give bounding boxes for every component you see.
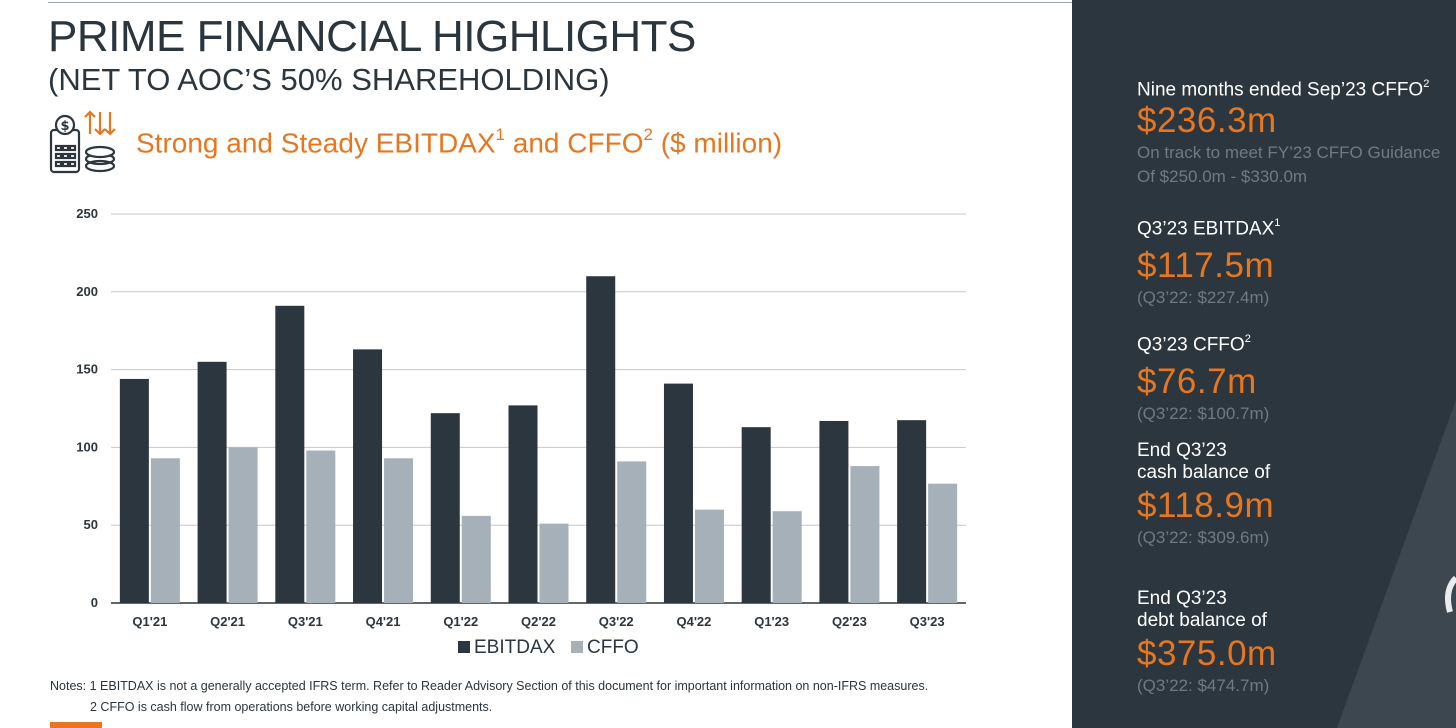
x-tick-label: Q1'21 — [132, 614, 167, 629]
bar-ebitdax — [741, 427, 771, 603]
chart-headline: Strong and Steady EBITDAX1 and CFFO2 ($ … — [136, 125, 783, 159]
y-tick-label: 200 — [76, 284, 98, 299]
bar-cffo — [694, 509, 724, 603]
y-tick-label: 0 — [91, 595, 98, 610]
bar-cffo — [384, 458, 414, 603]
bar-cffo — [306, 450, 336, 603]
stat-note: (Q3’22: $309.6m) — [1137, 528, 1270, 547]
calculator-coins-icon: $ — [49, 110, 116, 174]
stat-note: (Q3’22: $474.7m) — [1137, 676, 1270, 695]
x-tick-label: Q1'23 — [754, 614, 789, 629]
x-tick-label: Q3'22 — [599, 614, 634, 629]
bar-ebitdax — [586, 276, 616, 603]
bar-ebitdax — [353, 349, 383, 603]
y-tick-label: 100 — [76, 439, 98, 454]
x-tick-label: Q2'22 — [521, 614, 556, 629]
bar-cffo — [228, 447, 258, 603]
stat-nine-month-cffo: Nine months ended Sep’23 CFFO2 $236.3m O… — [1137, 74, 1440, 189]
legend-swatch-ebitdax — [458, 641, 470, 653]
bar-ebitdax — [430, 413, 460, 603]
bar-ebitdax — [119, 378, 149, 603]
y-tick-label: 250 — [76, 206, 98, 221]
x-tick-label: Q2'23 — [832, 614, 867, 629]
legend-swatch-cffo — [571, 641, 583, 653]
bar-ebitdax — [663, 383, 693, 603]
bar-ebitdax — [508, 405, 538, 603]
stat-note: On track to meet FY’23 CFFO Guidance — [1137, 143, 1441, 163]
decorative-slash — [1337, 400, 1456, 728]
footnotes: Notes: 1 EBITDAX is not a generally acce… — [50, 676, 928, 718]
stat-note: (Q3’22: $100.7m) — [1137, 404, 1270, 424]
stat-value: $117.5m — [1137, 246, 1275, 286]
y-tick-label: 50 — [84, 517, 98, 532]
x-tick-label: Q1'22 — [443, 614, 478, 629]
bar-cffo — [850, 466, 880, 603]
page-subtitle: (NET TO AOC’S 50% SHAREHOLDING) — [48, 62, 610, 97]
top-rule — [48, 2, 1072, 3]
stat-value: $76.7m — [1137, 362, 1257, 402]
legend-label-ebitdax: EBITDAX — [474, 637, 556, 658]
stat-value: $236.3m — [1137, 101, 1277, 141]
stat-debt-balance: End Q3’23 debt balance of $375.0m (Q3’22… — [1137, 588, 1277, 698]
bar-chart: 0 50 100 150 200 250 Q1'21 Q2'21 Q3'21 Q4'21 Q1'22… — [76, 206, 966, 658]
bar-ebitdax — [897, 420, 927, 603]
summary-panel: Nine months ended Sep’23 CFFO2 $236.3m O… — [1072, 0, 1456, 728]
x-tick-label: Q4'21 — [366, 614, 401, 629]
stat-q3-ebitdax: Q3’23 EBITDAX1 $117.5m (Q3’22: $227.4m) — [1137, 213, 1280, 310]
stat-note-2: Of $250.0m - $330.0m — [1137, 167, 1308, 187]
up-down-arrows-icon — [84, 110, 116, 136]
stat-q3-cffo: Q3’23 CFFO2 $76.7m (Q3’22: $100.7m) — [1137, 329, 1269, 426]
svg-text:$: $ — [60, 119, 69, 134]
x-tick-label: Q2'21 — [210, 614, 245, 629]
bar-cffo — [928, 483, 958, 603]
accent-tab — [50, 722, 102, 728]
x-tick-label: Q3'21 — [288, 614, 323, 629]
stat-cash-balance: End Q3’23 cash balance of $118.9m (Q3’22… — [1137, 440, 1274, 550]
bar-cffo — [461, 515, 491, 603]
stat-value: $375.0m — [1137, 634, 1277, 673]
footnote-2: 2 CFFO is cash flow from operations befo… — [90, 700, 493, 714]
bar-cffo — [772, 511, 802, 603]
stat-value: $118.9m — [1137, 486, 1275, 525]
x-tick-label: Q3'23 — [910, 614, 945, 629]
bar-cffo — [150, 458, 180, 603]
y-tick-label: 150 — [76, 362, 98, 377]
legend-label-cffo: CFFO — [587, 637, 639, 658]
stat-note: (Q3’22: $227.4m) — [1137, 288, 1270, 308]
bar-ebitdax — [819, 420, 849, 603]
bar-ebitdax — [197, 361, 227, 603]
page-title: PRIME FINANCIAL HIGHLIGHTS — [48, 12, 696, 61]
bar-cffo — [617, 461, 647, 603]
x-tick-label: Q4'22 — [677, 614, 712, 629]
bar-ebitdax — [275, 305, 305, 603]
footnote-1: Notes: 1 EBITDAX is not a generally acce… — [50, 679, 929, 693]
bar-cffo — [539, 523, 569, 603]
